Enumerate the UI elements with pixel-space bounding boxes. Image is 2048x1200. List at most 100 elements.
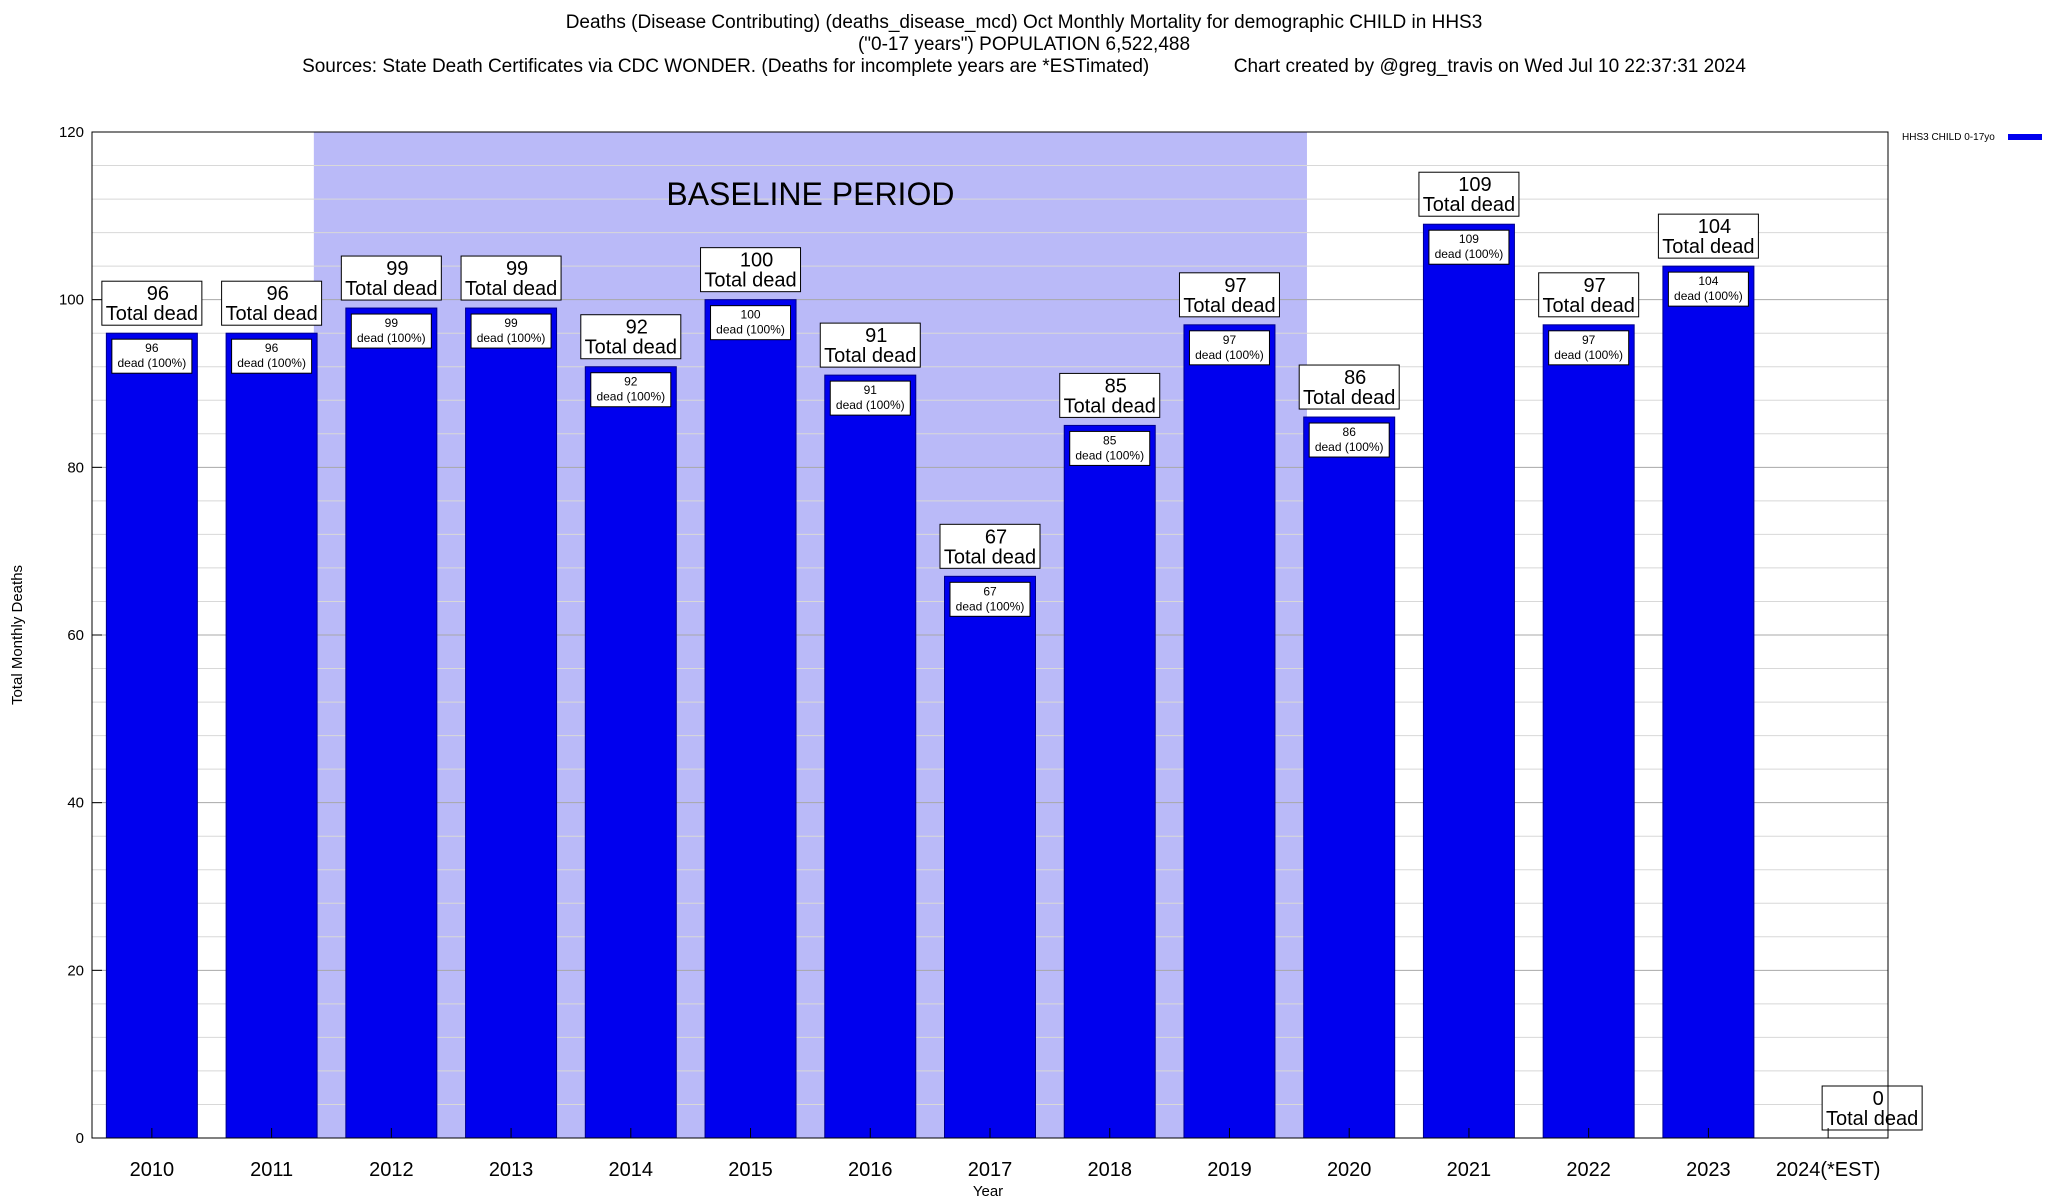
x-tick-label: 2015 <box>728 1159 773 1181</box>
inner-label-box <box>470 313 552 349</box>
bar-2018 <box>1063 424 1156 1139</box>
inner-label-text: dead (100%) <box>1435 247 1504 261</box>
inner-label-text: dead (100%) <box>1554 348 1623 362</box>
total-label-text: Total dead <box>1423 194 1515 216</box>
total-label-value: 67 <box>985 526 1007 548</box>
inner-label-value: 86 <box>1343 425 1357 439</box>
y-tick-label: 120 <box>59 124 84 141</box>
y-axis-title: Total Monthly Deaths <box>9 565 26 705</box>
inner-label-box <box>1667 271 1749 307</box>
total-label-box <box>1821 1085 1923 1131</box>
total-label-value: 100 <box>740 250 773 272</box>
legend-swatch <box>2008 134 2042 140</box>
total-label-text: Total dead <box>944 546 1036 568</box>
total-label-box <box>1418 171 1520 217</box>
x-tick-label: 2013 <box>489 1159 534 1181</box>
total-label-text: Total dead <box>465 278 557 300</box>
inner-label-box <box>1428 229 1510 265</box>
total-label-box <box>221 280 323 326</box>
inner-label-value: 100 <box>741 308 761 322</box>
total-label-value: 99 <box>386 258 408 280</box>
total-label-value: 99 <box>506 258 528 280</box>
x-tick-label: 2016 <box>848 1159 893 1181</box>
inner-label-box <box>350 313 432 349</box>
total-label-value: 104 <box>1698 216 1731 238</box>
inner-label-text: dead (100%) <box>477 331 546 345</box>
chart-subtitle-population: ("0-17 years") POPULATION 6,522,488 <box>857 34 1191 55</box>
total-label-value: 91 <box>865 325 887 347</box>
total-label-box <box>101 280 203 326</box>
total-label-box <box>939 523 1041 569</box>
inner-label-box <box>231 338 313 374</box>
total-label-box <box>460 255 562 301</box>
inner-label-box <box>1069 430 1151 466</box>
total-label-box <box>1538 272 1640 318</box>
baseline-period-label: BASELINE PERIOD <box>666 176 954 212</box>
total-label-text: Total dead <box>824 345 916 367</box>
x-tick-label: 2023 <box>1686 1159 1731 1181</box>
x-tick-label: 2019 <box>1207 1159 1252 1181</box>
total-label-value: 97 <box>1584 275 1606 297</box>
total-label-value: 0 <box>1873 1088 1884 1110</box>
x-axis-title: Year <box>973 1183 1003 1200</box>
total-label-value: 96 <box>147 283 169 305</box>
x-tick-label: 2017 <box>968 1159 1013 1181</box>
inner-label-value: 92 <box>624 375 638 389</box>
inner-label-box <box>111 338 193 374</box>
x-tick-label: 2010 <box>130 1159 175 1181</box>
bar-2010 <box>105 332 198 1139</box>
y-tick-label: 60 <box>67 627 84 644</box>
total-label-box <box>1298 364 1400 410</box>
inner-label-text: dead (100%) <box>357 331 426 345</box>
inner-label-box <box>590 372 672 408</box>
inner-label-value: 96 <box>145 341 159 355</box>
inner-label-box <box>1188 330 1270 366</box>
inner-label-text: dead (100%) <box>1674 289 1743 303</box>
total-label-box <box>700 247 802 293</box>
inner-label-value: 85 <box>1103 433 1117 447</box>
total-label-value: 85 <box>1105 375 1127 397</box>
x-tick-label: 2021 <box>1447 1159 1492 1181</box>
total-label-text: Total dead <box>1543 295 1635 317</box>
inner-label-box <box>1308 422 1390 458</box>
inner-label-text: dead (100%) <box>956 599 1025 613</box>
inner-label-text: dead (100%) <box>1195 348 1264 362</box>
x-tick-label: 2020 <box>1327 1159 1372 1181</box>
inner-label-box <box>829 380 911 416</box>
bar-2012 <box>345 307 438 1139</box>
inner-label-value: 91 <box>864 383 878 397</box>
total-label-box <box>1657 213 1759 259</box>
total-label-value: 109 <box>1458 174 1491 196</box>
total-label-text: Total dead <box>1662 236 1754 258</box>
bar-2011 <box>225 332 318 1139</box>
inner-label-text: dead (100%) <box>1075 448 1144 462</box>
inner-label-box <box>710 305 792 341</box>
y-tick-label: 20 <box>67 962 84 979</box>
bar-2016 <box>824 374 917 1139</box>
bar-2017 <box>944 575 1036 1139</box>
total-label-box <box>1178 272 1280 318</box>
inner-label-value: 97 <box>1582 333 1596 347</box>
bar-2020 <box>1303 416 1396 1139</box>
bar-2015 <box>704 299 797 1139</box>
inner-label-value: 67 <box>983 584 997 598</box>
bar-2019 <box>1183 324 1276 1139</box>
chart-title: Deaths (Disease Contributing) (deaths_di… <box>565 12 1483 33</box>
chart-sources-credit: Sources: State Death Certificates via CD… <box>302 56 1746 77</box>
y-tick-label: 40 <box>67 795 84 812</box>
x-tick-label: 2014 <box>609 1159 654 1181</box>
total-label-text: Total dead <box>585 337 677 359</box>
total-label-text: Total dead <box>1183 295 1275 317</box>
total-label-text: Total dead <box>345 278 437 300</box>
x-tick-label: 2024(*EST) <box>1776 1159 1881 1181</box>
total-label-text: Total dead <box>225 303 317 325</box>
chart-title-block: Deaths (Disease Contributing) (deaths_di… <box>0 12 2048 78</box>
total-label-box <box>580 314 682 360</box>
x-tick-label: 2011 <box>250 1159 293 1181</box>
inner-label-text: dead (100%) <box>1315 440 1384 454</box>
total-label-box <box>819 322 921 368</box>
total-label-box <box>1059 372 1161 418</box>
bar-2013 <box>465 307 558 1139</box>
total-label-value: 86 <box>1344 367 1366 389</box>
inner-label-box <box>1548 330 1630 366</box>
